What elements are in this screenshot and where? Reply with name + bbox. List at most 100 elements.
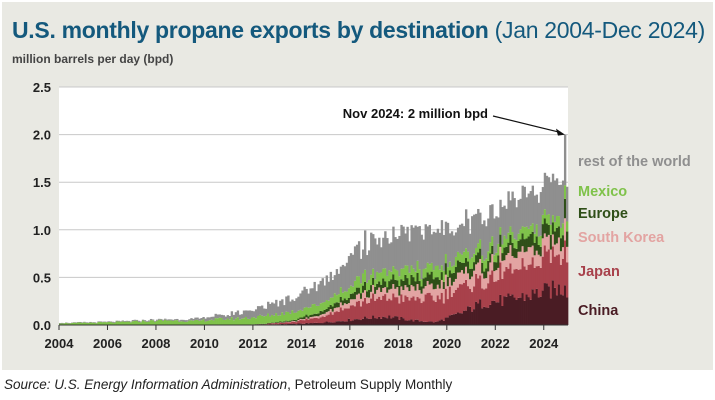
bar-segment — [513, 257, 516, 270]
bar-segment — [174, 319, 177, 321]
bar-segment — [355, 294, 359, 302]
bar-segment — [430, 271, 434, 284]
bar-segment — [277, 323, 280, 325]
bar-segment — [424, 224, 427, 269]
bar-segment — [563, 240, 567, 286]
bar-segment — [416, 284, 419, 298]
bar-segment — [311, 323, 314, 325]
bar-segment — [458, 224, 462, 254]
bar-segment — [491, 236, 494, 246]
bar-segment — [382, 287, 385, 296]
bar-segment — [481, 273, 484, 289]
bar-segment — [557, 216, 561, 227]
bar-segment — [390, 242, 393, 272]
bar-segment — [87, 323, 90, 325]
bar-segment — [252, 317, 256, 325]
bar-segment — [400, 286, 403, 295]
bar-segment — [410, 319, 413, 325]
bar-segment — [364, 269, 367, 282]
bar-segment — [295, 312, 298, 321]
bar-segment — [357, 287, 361, 294]
bar-segment — [527, 193, 530, 229]
y-tick-label: 0.0 — [33, 318, 51, 333]
bar-segment — [460, 270, 464, 285]
bar-segment — [535, 250, 539, 267]
bar-segment — [529, 234, 532, 248]
bar-segment — [489, 242, 492, 254]
bar-segment — [424, 294, 427, 322]
bar-segment — [418, 281, 421, 291]
bar-segment — [426, 226, 429, 263]
bar-segment — [244, 317, 248, 325]
bar-segment — [551, 234, 555, 247]
bar-segment — [410, 265, 413, 275]
bar-segment — [291, 321, 294, 322]
bar-segment — [531, 223, 535, 232]
bar-segment — [271, 314, 274, 323]
bar-segment — [246, 318, 250, 325]
bar-segment — [315, 291, 318, 306]
bar-segment — [153, 320, 157, 322]
bar-segment — [307, 293, 310, 308]
bar-segment — [133, 320, 137, 325]
bar-segment — [327, 307, 331, 312]
bar-segment — [127, 320, 131, 322]
bar-segment — [343, 308, 347, 322]
bar-segment — [543, 209, 547, 219]
bar-segment — [291, 320, 294, 322]
legend-label: rest of the world — [578, 154, 691, 170]
bar-segment — [545, 251, 549, 284]
bar-segment — [400, 279, 403, 287]
bar-segment — [402, 268, 405, 281]
bar-segment — [545, 283, 549, 325]
bar-segment — [113, 321, 116, 323]
bar-segment — [299, 293, 302, 310]
bar-segment — [412, 277, 415, 287]
bar-segment — [527, 236, 530, 248]
bar-segment — [537, 244, 541, 255]
legend-label: Europe — [578, 206, 628, 222]
bar-segment — [359, 293, 363, 299]
bar-segment — [263, 316, 266, 324]
bar-segment — [404, 265, 407, 275]
bar-segment — [357, 319, 361, 325]
bar-segment — [226, 315, 230, 319]
bar-segment — [361, 273, 365, 286]
bar-segment — [497, 267, 500, 280]
bar-segment — [267, 323, 270, 324]
bar-segment — [319, 317, 322, 324]
bar-segment — [422, 321, 425, 325]
bar-segment — [467, 273, 470, 287]
bar-segment — [398, 295, 401, 304]
bar-segment — [487, 307, 490, 325]
bar-segment — [440, 220, 444, 266]
bar-segment — [483, 278, 486, 290]
bar-segment — [497, 243, 500, 256]
bar-segment — [543, 283, 547, 325]
bar-segment — [196, 317, 199, 320]
bar-segment — [295, 322, 298, 325]
bar-segment — [545, 236, 549, 252]
bar-segment — [67, 322, 70, 324]
bar-segment — [168, 319, 171, 321]
bar-segment — [450, 285, 454, 297]
bar-segment — [234, 318, 238, 325]
bar-segment — [527, 228, 530, 237]
bar-segment — [271, 323, 274, 325]
bar-segment — [99, 321, 102, 322]
bar-segment — [444, 263, 448, 275]
bar-segment — [384, 287, 387, 295]
bar-segment — [359, 258, 363, 284]
bar-segment — [481, 255, 484, 263]
bar-segment — [269, 303, 272, 317]
bar-segment — [141, 320, 145, 325]
bar-segment — [424, 286, 427, 295]
bar-segment — [351, 299, 355, 306]
bar-segment — [111, 321, 114, 323]
bar-segment — [307, 316, 310, 319]
bar-segment — [418, 298, 421, 322]
bar-segment — [477, 278, 480, 304]
bar-segment — [406, 296, 409, 321]
bar-segment — [75, 322, 78, 325]
bar-segment — [125, 321, 129, 325]
